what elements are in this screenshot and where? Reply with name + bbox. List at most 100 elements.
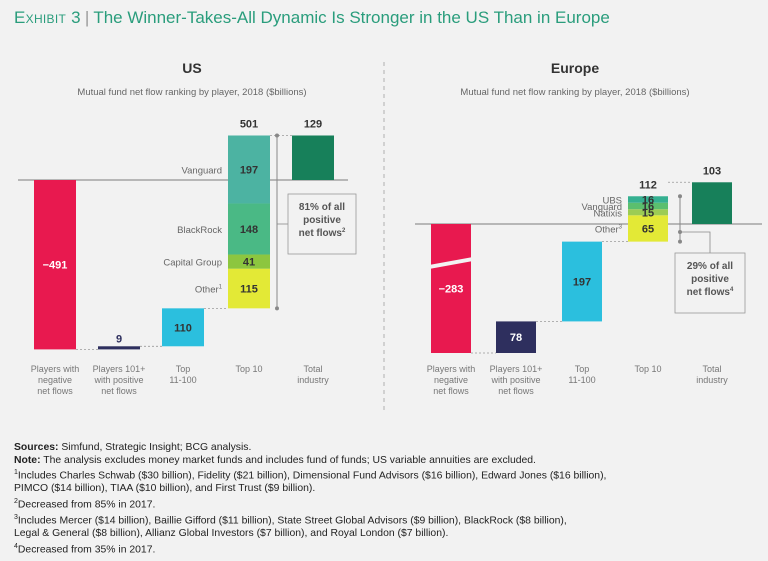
- us-value-label-top-11-100: 110: [174, 322, 192, 334]
- eu-category-label-3-line-1: Top: [575, 364, 590, 374]
- us-bar-top-11-100: [162, 308, 204, 347]
- eu-callout-connector: [680, 231, 711, 253]
- exhibit-title: Exhibit 3 | The Winner-Takes-All Dynamic I…: [14, 8, 610, 28]
- us-value-label-total-industry: 129: [304, 118, 322, 130]
- footnote-3-line-2: Legal & General ($8 billion), Allianz Gl…: [14, 527, 449, 539]
- eu-panel-subtitle: Mutual fund net flow ranking by player, …: [460, 87, 689, 98]
- us-segment-blackrock: [228, 203, 270, 255]
- eu-bar-players-101-plus: [496, 321, 536, 353]
- us-segment-capital-group: [228, 254, 270, 269]
- us-category-label-4-line-1: Top 10: [235, 364, 262, 374]
- us-bracket-dot-bottom: [275, 306, 279, 311]
- us-category-label-5-line-1: Total: [303, 364, 322, 374]
- eu-axis-break: [429, 257, 473, 269]
- eu-category-label-1-line-1: Players with: [427, 364, 476, 374]
- us-segment-vanguard: [228, 135, 270, 204]
- eu-category-label-1-line-2: negative: [434, 375, 468, 385]
- note-text: The analysis excludes money market funds…: [43, 454, 536, 466]
- eu-segment-other: [628, 215, 668, 242]
- eu-value-label-top-11-100: 197: [573, 277, 591, 289]
- eu-value-label-top-10: 112: [639, 179, 657, 191]
- us-value-label-negative: −491: [43, 260, 68, 272]
- eu-panel-title: Europe: [551, 60, 599, 76]
- eu-callout-box: [674, 252, 746, 314]
- eu-category-label-4-line-1: Top 10: [634, 364, 661, 374]
- us-category-label-2-line-1: Players 101+: [93, 364, 146, 374]
- eu-segment-label-natixis: Natixis: [593, 208, 622, 219]
- us-segment-label-other: Other1: [195, 285, 223, 296]
- us-callout-footnote: 2: [342, 228, 346, 234]
- footnote-number-1: 1: [14, 469, 18, 477]
- europe-chart: Europe Mutual fund net flow ranking by pl…: [415, 60, 762, 396]
- footnote-1-line-1: 1Includes Charles Schwab ($30 billion), …: [14, 469, 607, 482]
- us-value-label-players-101: 9: [116, 333, 122, 345]
- eu-callout-footnote: 4: [730, 287, 734, 293]
- eu-category-label-1-line-3: net flows: [433, 386, 469, 396]
- us-category-label-1-line-3: net flows: [37, 386, 73, 396]
- us-category-label-3-line-1: Top: [176, 364, 191, 374]
- us-callout-line-3: net flows2: [299, 228, 346, 239]
- us-callout-box: [287, 193, 357, 255]
- eu-bracket-dot-bottom: [678, 239, 682, 244]
- us-segment-label-blackrock: BlackRock: [177, 225, 222, 236]
- us-segment-label-capital-group: Capital Group: [163, 258, 222, 269]
- footnote-number-3: 3: [14, 513, 18, 521]
- footnote-number-4: 4: [14, 542, 18, 550]
- note-line: Note: The analysis excludes money market…: [14, 455, 754, 468]
- eu-segment-vanguard: [628, 202, 668, 210]
- us-panel-title: US: [182, 60, 201, 76]
- eu-segment-label-other: Other3: [595, 224, 623, 235]
- eu-category-label-5-line-1: Total: [702, 364, 721, 374]
- footnotes: 1Includes Charles Schwab ($30 billion), …: [14, 467, 754, 556]
- sources-label: Sources:: [14, 442, 59, 453]
- footnote-3-line-1: 3Includes Mercer ($14 billion), Baillie …: [14, 513, 567, 527]
- eu-value-label-negative: −283: [439, 284, 464, 296]
- us-callout-line-1: 81% of all: [299, 202, 345, 213]
- eu-category-label-2-line-2: with positive: [490, 375, 540, 385]
- footnote-4-line-1: 4Decreased from 35% in 2017.: [14, 542, 156, 556]
- us-segment-value-capital-group: 41: [243, 257, 255, 269]
- sources-line: Sources: Simfund, Strategic Insight; BCG…: [14, 442, 754, 455]
- us-panel-subtitle: Mutual fund net flow ranking by player, …: [77, 87, 306, 98]
- eu-category-label-2-line-3: net flows: [498, 386, 534, 396]
- eu-callout-line-3: net flows4: [687, 287, 734, 298]
- us-category-label-2-line-3: net flows: [101, 386, 137, 396]
- note-label: Note:: [14, 454, 41, 466]
- us-category-label-2-line-2: with positive: [93, 375, 143, 385]
- eu-callout-line-2: positive: [691, 274, 729, 285]
- us-segment-value-other: 115: [240, 284, 258, 296]
- us-bar-players-101-plus: [98, 346, 140, 350]
- us-bracket-dot-top: [275, 133, 279, 138]
- eu-segment-label-ubs: UBS: [602, 196, 622, 207]
- us-segment-value-vanguard: 197: [240, 164, 258, 176]
- us-segment-label-vanguard: Vanguard: [182, 165, 223, 176]
- us-segment-value-blackrock: 148: [240, 224, 258, 236]
- us-category-label-1-line-1: Players with: [31, 364, 80, 374]
- sources-text: Simfund, Strategic Insight; BCG analysis…: [61, 442, 252, 453]
- us-bar-total-industry: [292, 135, 334, 180]
- eu-value-label-total-industry: 103: [703, 165, 721, 177]
- eu-segment-ubs: [628, 196, 668, 203]
- us-bar-negative-net-flows: [34, 180, 76, 350]
- eu-category-label-3-line-2: 11-100: [568, 375, 595, 385]
- exhibit-heading: The Winner-Takes-All Dynamic Is Stronger…: [93, 8, 610, 27]
- footnote-2-line-1: 2Decreased from 85% in 2017.: [14, 497, 156, 511]
- us-segment-other: [228, 268, 270, 309]
- eu-bar-negative-net-flows: [431, 224, 471, 353]
- footnote-1-line-2: PIMCO ($14 billion), TIAA ($10 billion),…: [14, 483, 316, 495]
- exhibit-label: Exhibit 3: [14, 8, 81, 27]
- waterfall-charts: US Mutual fund net flow ranking by player…: [18, 60, 762, 412]
- us-chart: US Mutual fund net flow ranking by player…: [18, 60, 357, 396]
- eu-segment-natixis: [628, 209, 668, 216]
- us-category-label-3-line-2: 11-100: [169, 375, 196, 385]
- us-footnote-mark-1: 1: [219, 285, 223, 291]
- notes: Sources: Simfund, Strategic Insight; BCG…: [14, 442, 754, 557]
- us-value-label-top-10: 501: [240, 118, 258, 130]
- eu-bracket-dot-mid: [678, 230, 682, 234]
- eu-value-label-players-101: 78: [510, 332, 522, 344]
- us-category-label-5-line-2: industry: [297, 375, 329, 385]
- eu-segment-label-vanguard: Vanguard: [582, 202, 623, 213]
- title-separator: |: [84, 8, 90, 27]
- eu-bar-total-industry: [692, 182, 732, 224]
- us-callout-line-2: positive: [303, 215, 341, 226]
